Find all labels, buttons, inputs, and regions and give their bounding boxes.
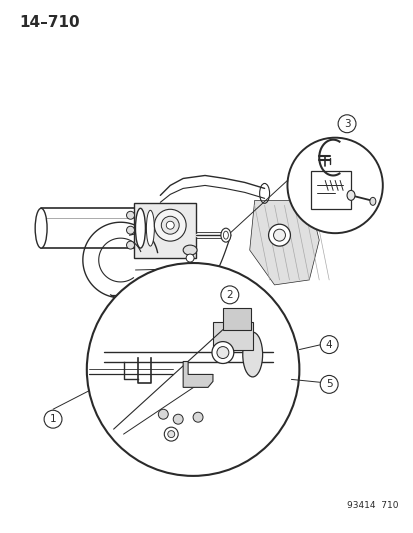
Ellipse shape	[221, 228, 230, 242]
Ellipse shape	[223, 231, 228, 239]
Circle shape	[320, 375, 337, 393]
Circle shape	[337, 115, 355, 133]
Polygon shape	[249, 200, 318, 285]
Ellipse shape	[173, 414, 183, 424]
Ellipse shape	[186, 254, 194, 262]
Ellipse shape	[161, 216, 179, 234]
Ellipse shape	[164, 427, 178, 441]
Circle shape	[87, 263, 299, 476]
Text: 1: 1	[50, 414, 56, 424]
Ellipse shape	[154, 209, 186, 241]
Ellipse shape	[126, 226, 134, 234]
Text: 4: 4	[325, 340, 332, 350]
Text: 14–710: 14–710	[19, 15, 80, 30]
Ellipse shape	[268, 224, 290, 246]
Circle shape	[44, 410, 62, 428]
Ellipse shape	[369, 197, 375, 205]
Circle shape	[320, 336, 337, 353]
Text: 5: 5	[325, 379, 332, 390]
Ellipse shape	[211, 342, 233, 364]
Polygon shape	[183, 361, 212, 387]
Ellipse shape	[146, 211, 154, 246]
Ellipse shape	[242, 332, 262, 377]
Ellipse shape	[167, 431, 174, 438]
Ellipse shape	[192, 412, 202, 422]
Ellipse shape	[158, 409, 168, 419]
FancyBboxPatch shape	[134, 203, 196, 257]
Ellipse shape	[346, 190, 354, 200]
Text: 3: 3	[343, 119, 349, 129]
Circle shape	[287, 138, 382, 233]
Text: 93414  710: 93414 710	[347, 500, 398, 510]
Ellipse shape	[126, 241, 134, 249]
Ellipse shape	[273, 229, 285, 241]
FancyBboxPatch shape	[222, 308, 250, 330]
Ellipse shape	[183, 245, 197, 255]
Ellipse shape	[135, 208, 145, 248]
Ellipse shape	[35, 208, 47, 248]
Ellipse shape	[126, 211, 134, 219]
Text: 2: 2	[226, 290, 233, 300]
Circle shape	[221, 286, 238, 304]
Ellipse shape	[166, 221, 174, 229]
FancyBboxPatch shape	[212, 322, 252, 350]
Ellipse shape	[216, 346, 228, 359]
